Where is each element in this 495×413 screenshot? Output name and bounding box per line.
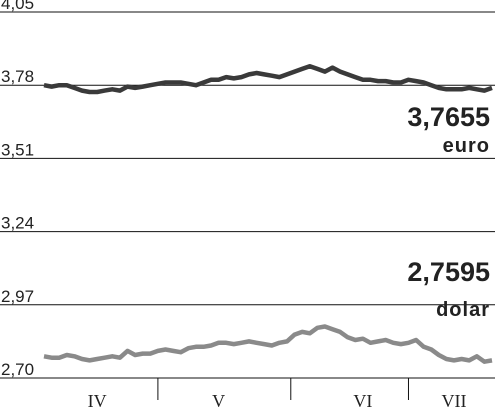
y-tick-label: 2,70	[1, 360, 34, 379]
x-tick-label: V	[212, 391, 225, 411]
y-tick-label: 3,51	[1, 140, 34, 159]
x-tick-label: IV	[88, 391, 107, 411]
line-series	[43, 324, 493, 364]
y-tick-label: 3,24	[1, 214, 34, 233]
series-name: dolar	[436, 299, 490, 321]
y-tick-label: 2,97	[1, 287, 34, 306]
y-tick-label: 3,78	[1, 67, 34, 86]
line-series	[43, 63, 493, 95]
value-label: 3,7655	[407, 102, 490, 132]
x-tick-label: VII	[442, 391, 467, 411]
series-name: euro	[443, 135, 490, 157]
value-label: 2,7595	[407, 257, 490, 287]
x-tick-label: VI	[353, 391, 372, 411]
y-tick-label: 4,05	[1, 0, 34, 13]
